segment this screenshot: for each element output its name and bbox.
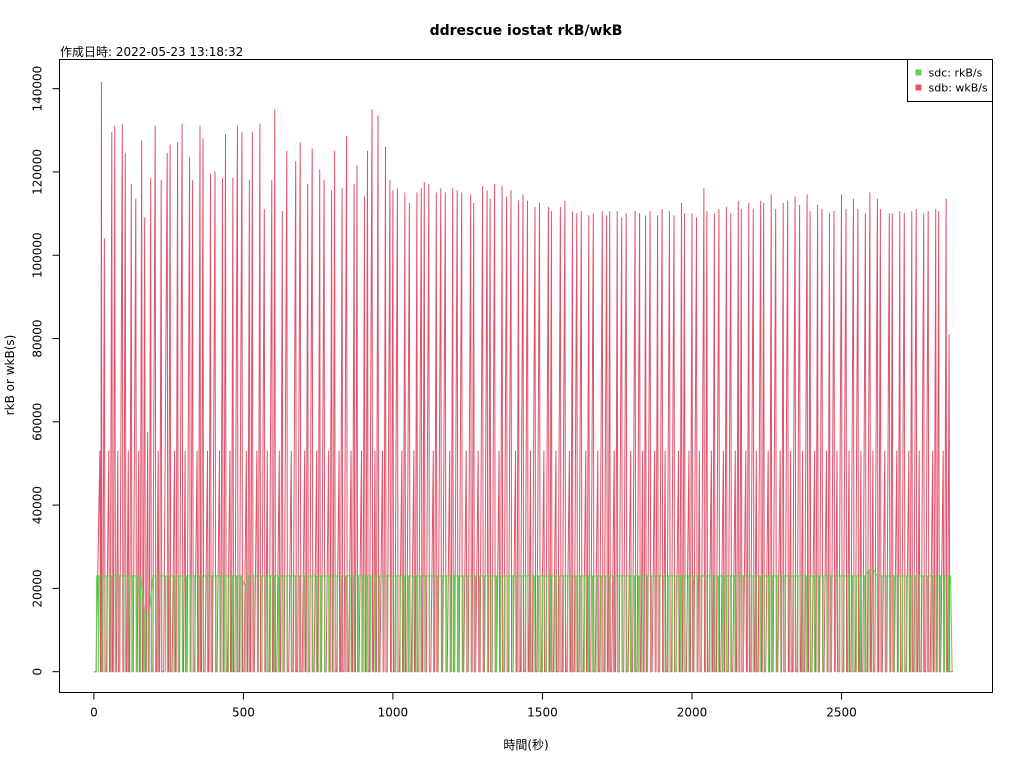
y-tick-label: 40000 (31, 486, 45, 524)
chart-title: ddrescue iostat rkB/wkB (430, 23, 623, 39)
x-tick-label: 0 (90, 706, 98, 720)
x-tick-label: 500 (232, 706, 255, 720)
y-tick-label: 120000 (31, 149, 45, 195)
x-tick-label: 2000 (677, 706, 708, 720)
series-sdb-line (93, 81, 954, 673)
plot-area (93, 81, 954, 673)
x-axis-label: 時間(秒) (503, 738, 548, 752)
y-axis: 0 20000 40000 60000 80000 100000 120000 140000 (31, 66, 60, 676)
x-axis: 0 500 1000 1500 2000 2500 (90, 692, 857, 720)
y-tick-label: 60000 (31, 403, 45, 441)
legend-label: sdb: wkB/s (929, 82, 989, 95)
y-axis-label: rkB or wkB(s) (3, 335, 17, 416)
y-tick-label: 20000 (31, 569, 45, 607)
y-tick-label: 80000 (31, 319, 45, 357)
y-tick-label: 0 (31, 668, 45, 676)
y-tick-label: 100000 (31, 232, 45, 278)
chart-subtitle: 作成日時: 2022-05-23 13:18:32 (60, 45, 243, 59)
legend-swatch (915, 69, 922, 76)
legend-swatch (915, 84, 922, 91)
legend: sdc: rkB/s sdb: wkB/s (907, 59, 993, 102)
x-tick-label: 1500 (527, 706, 558, 720)
x-tick-label: 1000 (378, 706, 409, 720)
y-tick-label: 140000 (31, 66, 45, 112)
legend-label: sdc: rkB/s (929, 67, 983, 80)
x-tick-label: 2500 (826, 706, 857, 720)
legend-box (907, 59, 993, 102)
series-sdc-line (93, 569, 953, 673)
